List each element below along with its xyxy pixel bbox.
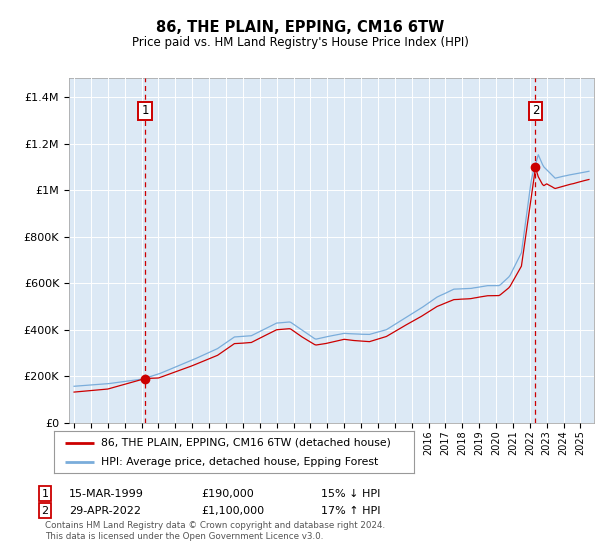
Text: HPI: Average price, detached house, Epping Forest: HPI: Average price, detached house, Eppi…: [101, 457, 378, 467]
Text: 1: 1: [142, 105, 149, 118]
Text: Contains HM Land Registry data © Crown copyright and database right 2024.
This d: Contains HM Land Registry data © Crown c…: [45, 521, 385, 540]
Text: 1: 1: [41, 489, 49, 499]
Text: £190,000: £190,000: [201, 489, 254, 499]
Text: 2: 2: [532, 105, 539, 118]
Text: Price paid vs. HM Land Registry's House Price Index (HPI): Price paid vs. HM Land Registry's House …: [131, 36, 469, 49]
Text: £1,100,000: £1,100,000: [201, 506, 264, 516]
Text: 86, THE PLAIN, EPPING, CM16 6TW: 86, THE PLAIN, EPPING, CM16 6TW: [156, 20, 444, 35]
Text: 29-APR-2022: 29-APR-2022: [69, 506, 141, 516]
Text: 15-MAR-1999: 15-MAR-1999: [69, 489, 144, 499]
Text: 17% ↑ HPI: 17% ↑ HPI: [321, 506, 380, 516]
Text: 86, THE PLAIN, EPPING, CM16 6TW (detached house): 86, THE PLAIN, EPPING, CM16 6TW (detache…: [101, 437, 391, 447]
Text: 15% ↓ HPI: 15% ↓ HPI: [321, 489, 380, 499]
Text: 2: 2: [41, 506, 49, 516]
